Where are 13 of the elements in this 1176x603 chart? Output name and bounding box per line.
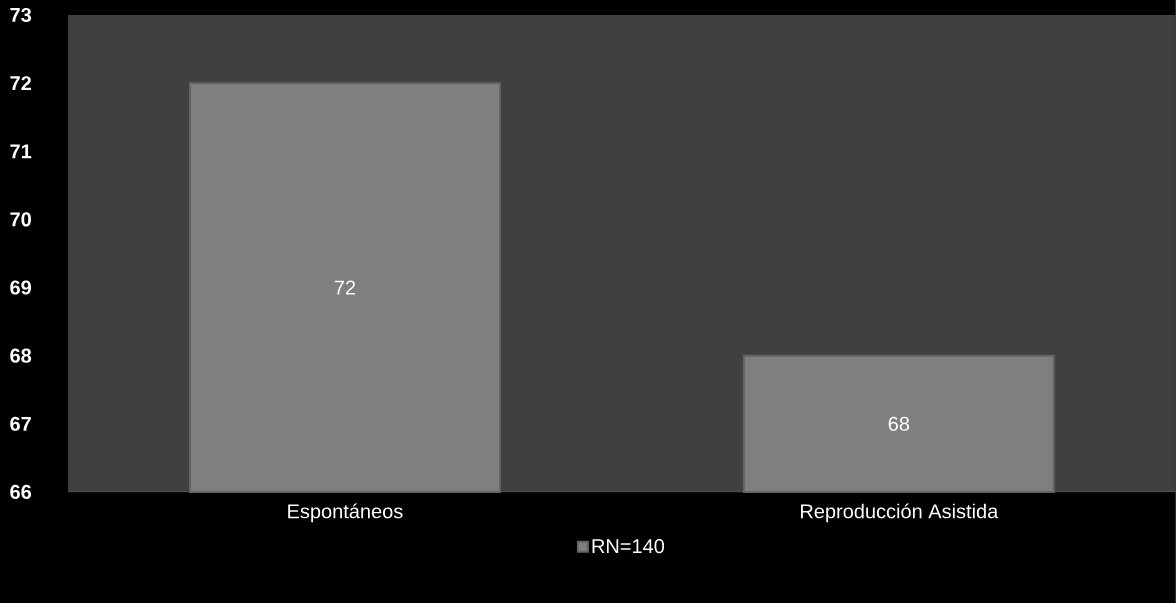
y-tick-label: 72 — [10, 76, 31, 91]
x-tick-label: Reproducción Asistida — [801, 503, 999, 523]
y-tick-label: 73 — [10, 7, 32, 23]
y-tick-label: 68 — [10, 348, 32, 363]
y-tick-label: 70 — [10, 212, 31, 227]
y-tick-label: 66 — [10, 484, 32, 500]
data-label: 68 — [888, 416, 910, 431]
legend-label: RN=140 — [592, 539, 665, 554]
y-tick-label: 71 — [10, 144, 32, 159]
x-tick-label: Espontáneos — [288, 503, 403, 523]
y-tick-label: 67 — [10, 416, 31, 431]
y-tick-label: 69 — [10, 280, 32, 295]
data-label: 72 — [334, 280, 356, 295]
